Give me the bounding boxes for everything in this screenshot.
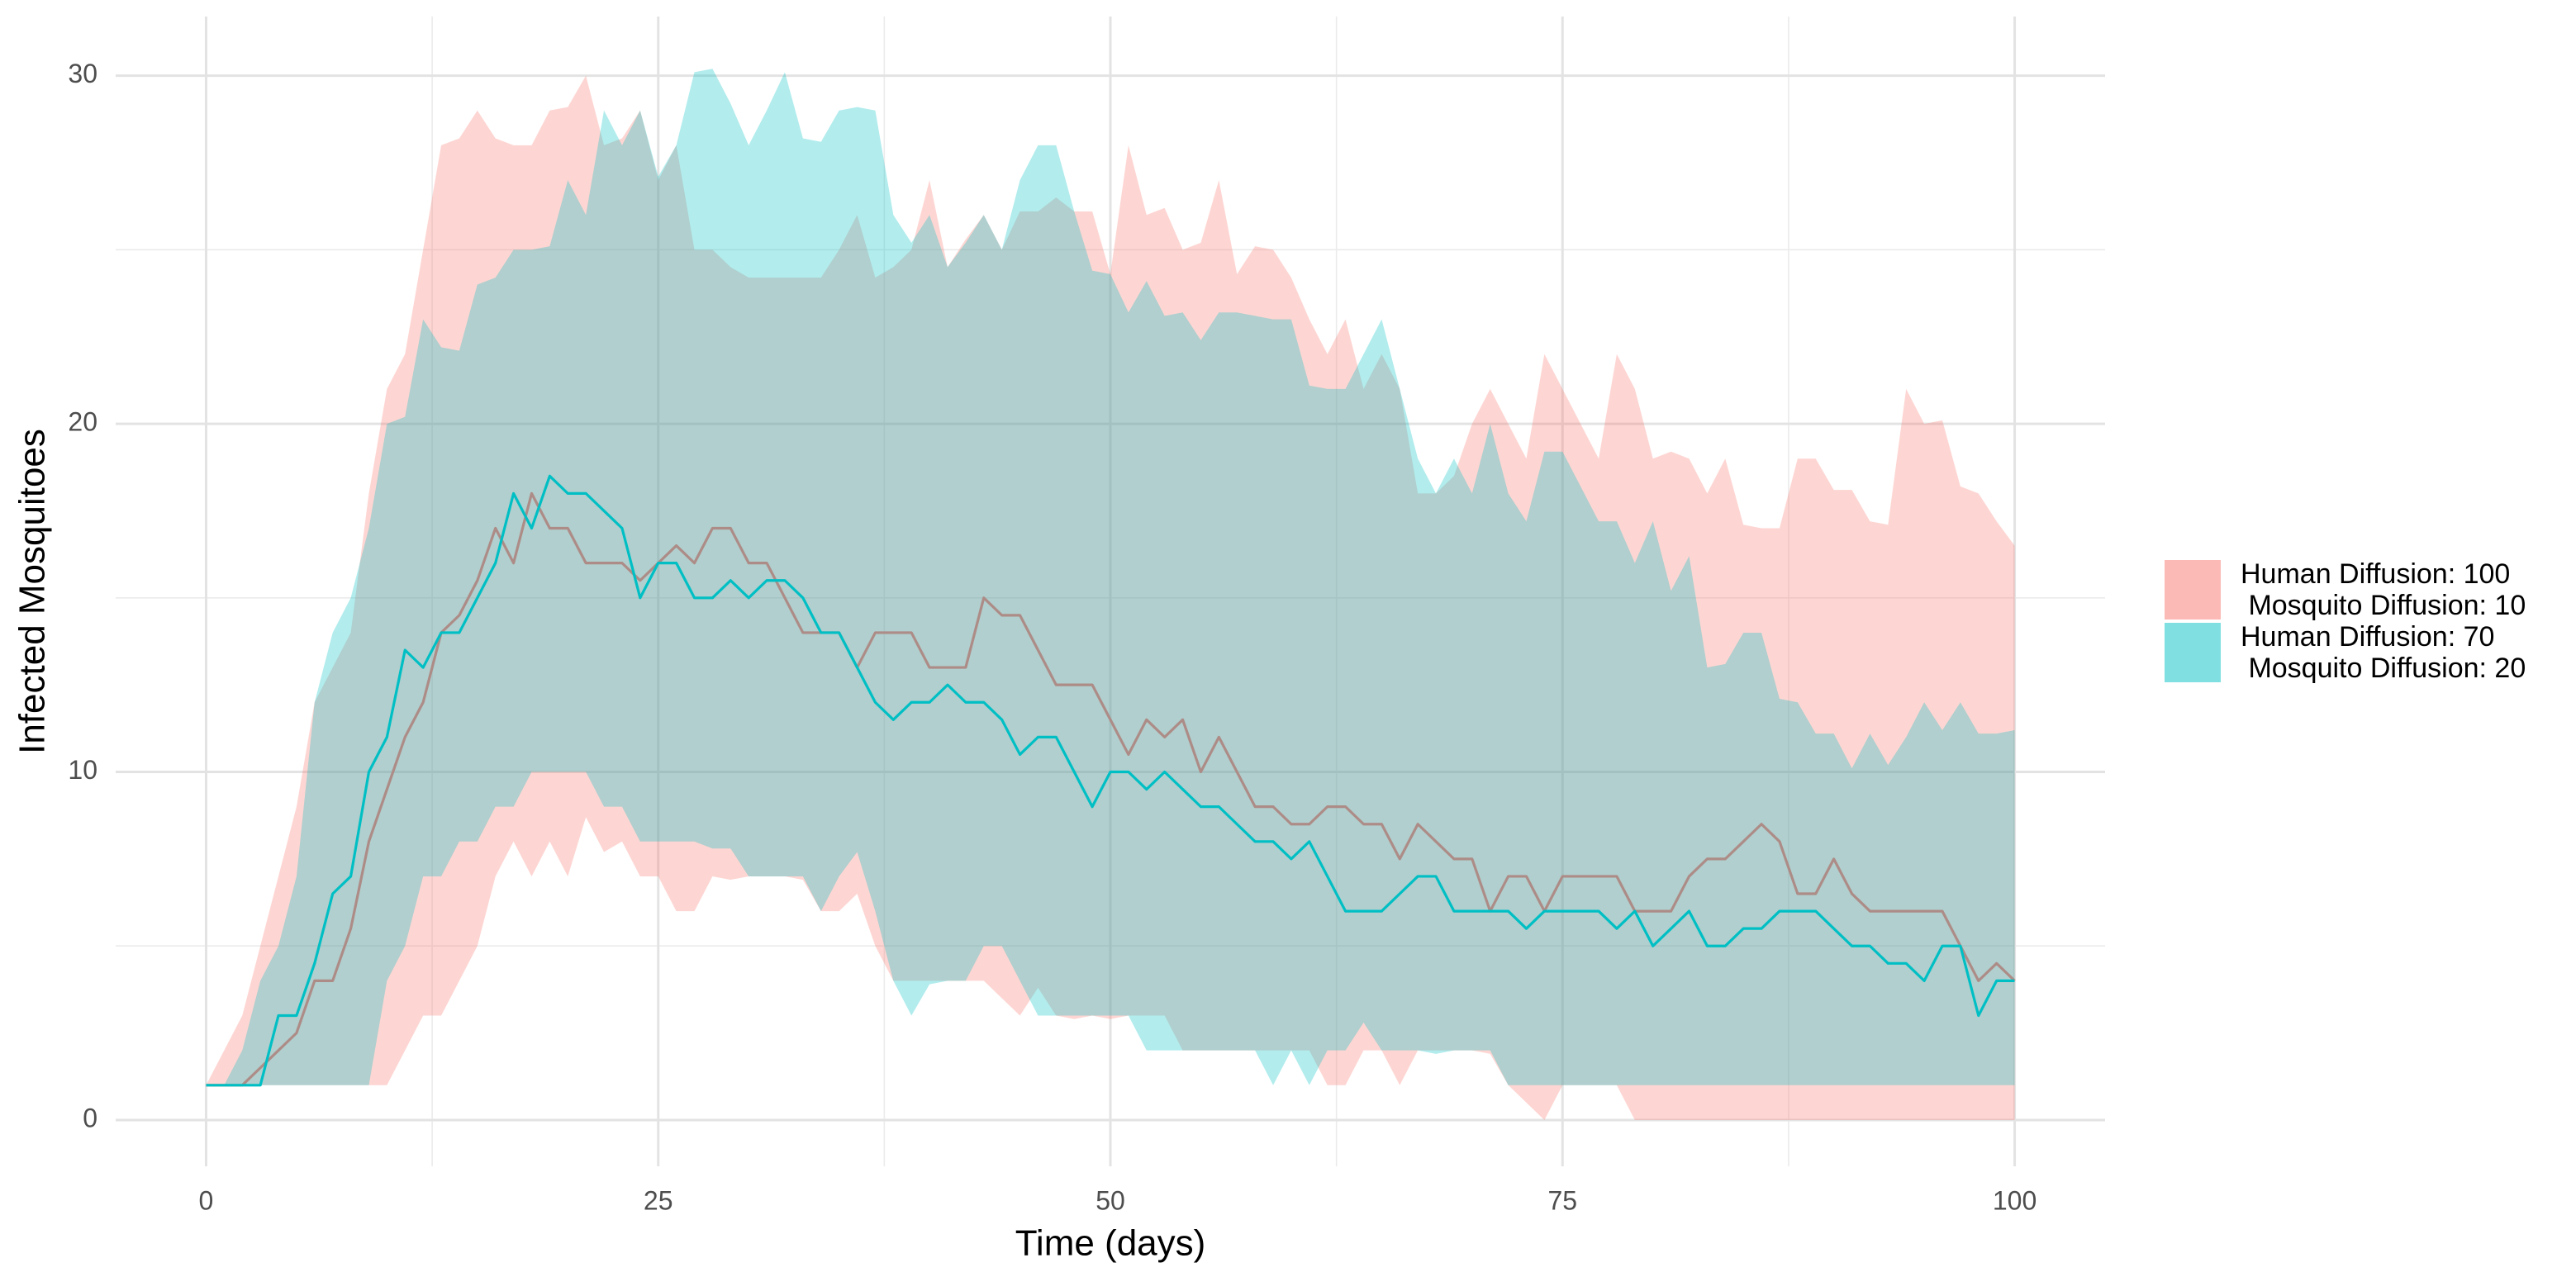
legend-item: Human Diffusion: 70 Mosquito Diffusion: … [2165,621,2526,684]
x-tick-label: 0 [199,1185,214,1215]
legend-swatch [2165,560,2221,620]
legend-item: Human Diffusion: 100 Mosquito Diffusion:… [2165,558,2526,621]
x-axis-title: Time (days) [1015,1223,1206,1264]
grid [116,17,2105,1166]
x-tick-label: 25 [644,1185,673,1215]
legend-swatch [2165,623,2221,682]
y-tick-label: 0 [83,1103,97,1132]
y-axis-title: Infected Mosquitoes [12,429,53,754]
x-tick-label: 50 [1096,1185,1125,1215]
y-tick-label: 10 [68,755,97,785]
median-line [206,474,2015,1087]
y-tick-label: 20 [68,407,97,437]
legend-label: Human Diffusion: 100 Mosquito Diffusion:… [2241,558,2526,621]
ribbon [206,69,2015,1085]
ribbon [206,75,2015,1120]
median-line [206,491,2016,1087]
x-tick-label: 75 [1547,1185,1577,1215]
y-tick-label: 30 [68,59,97,88]
x-tick-label: 100 [1993,1185,2037,1215]
legend-label: Human Diffusion: 70 Mosquito Diffusion: … [2241,621,2526,684]
